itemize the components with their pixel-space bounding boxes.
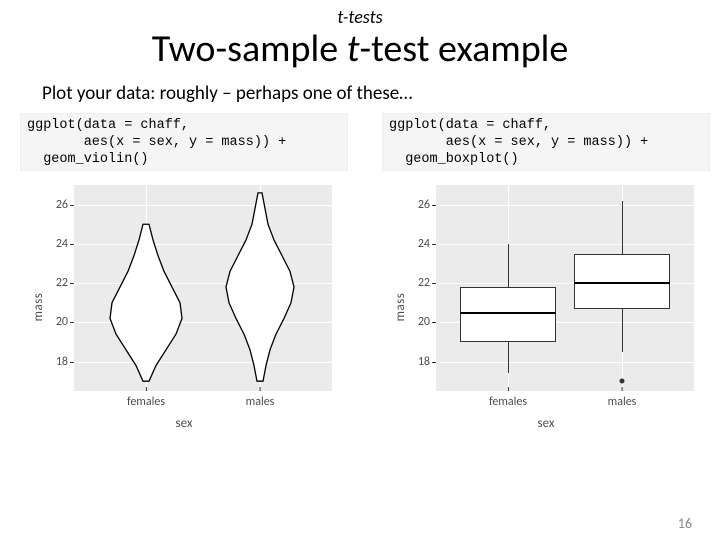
- ytick: 20: [382, 315, 430, 329]
- ytick: 22: [382, 276, 430, 290]
- ytick: 26: [20, 198, 68, 212]
- xtick: females: [127, 395, 165, 409]
- title-pre: Two-sample: [152, 26, 347, 72]
- slide-title: Two-sample t-test example: [0, 26, 720, 72]
- xlab-left: sex: [176, 416, 193, 431]
- boxplot-chart: mass sex 1820222426femalesmales: [382, 177, 710, 437]
- boxplot-plotarea: [436, 185, 694, 391]
- median-males: [574, 282, 670, 284]
- ytick: 18: [20, 355, 68, 369]
- box-females: [460, 287, 556, 342]
- violin-females: [110, 224, 182, 381]
- xtick: females: [489, 395, 527, 409]
- xtick: males: [246, 395, 275, 409]
- violin-svg: [74, 185, 332, 391]
- left-panel: ggplot(data = chaff, aes(x = sex, y = ma…: [20, 113, 348, 437]
- code-right: ggplot(data = chaff, aes(x = sex, y = ma…: [382, 113, 710, 171]
- whisker-lower: [508, 342, 509, 373]
- subtitle: Plot your data: roughly – perhaps one of…: [42, 82, 720, 105]
- xlab-right: sex: [538, 416, 555, 431]
- page-number: 16: [678, 515, 692, 532]
- ytick: 20: [20, 315, 68, 329]
- ytick: 24: [382, 237, 430, 251]
- ytick: 22: [20, 276, 68, 290]
- whisker-upper: [508, 244, 509, 287]
- panels: ggplot(data = chaff, aes(x = sex, y = ma…: [0, 107, 720, 437]
- ytick: 24: [20, 237, 68, 251]
- violin-males: [226, 193, 294, 381]
- median-females: [460, 312, 556, 314]
- xtick: males: [608, 395, 637, 409]
- whisker-lower: [622, 309, 623, 352]
- title-italic: t: [347, 26, 360, 72]
- whisker-upper: [622, 201, 623, 254]
- slide-header: t-tests Two-sample t-test example: [0, 0, 720, 72]
- title-post: -test example: [359, 26, 568, 72]
- pretitle-rest: -tests: [343, 6, 383, 28]
- ytick: 26: [382, 198, 430, 212]
- right-panel: ggplot(data = chaff, aes(x = sex, y = ma…: [382, 113, 710, 437]
- violin-plotarea: [74, 185, 332, 391]
- outlier: [620, 379, 625, 384]
- code-left: ggplot(data = chaff, aes(x = sex, y = ma…: [20, 113, 348, 171]
- violin-chart: mass sex 1820222426femalesmales: [20, 177, 348, 437]
- ytick: 18: [382, 355, 430, 369]
- pretitle: t-tests: [0, 6, 720, 28]
